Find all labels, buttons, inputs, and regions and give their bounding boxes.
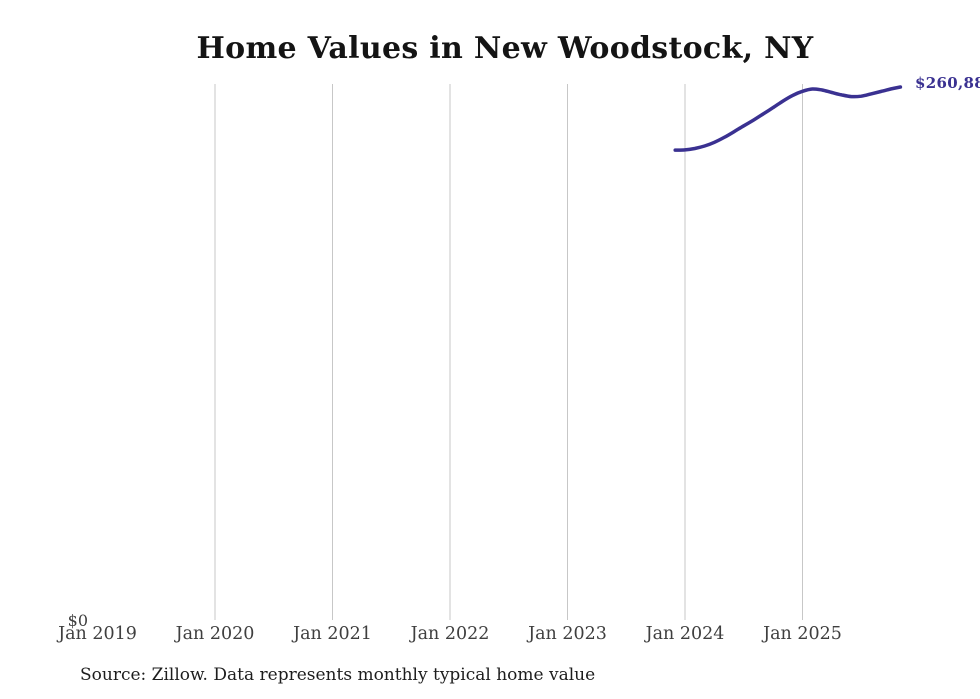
- x-axis-tick-label: Jan 2024: [645, 624, 725, 644]
- x-axis-tick-label: Jan 2021: [293, 624, 372, 644]
- x-axis-tick-label: Jan 2025: [763, 624, 842, 644]
- x-axis-tick-label: Jan 2019: [58, 624, 137, 644]
- vertical-gridlines: [214, 84, 803, 620]
- x-axis-tick-label: Jan 2022: [410, 624, 490, 644]
- x-axis-tick-label: Jan 2020: [175, 624, 255, 644]
- x-axis-tick-label: Jan 2023: [528, 624, 607, 644]
- source-note: Source: Zillow. Data represents monthly …: [80, 665, 596, 685]
- chart-title: Home Values in New Woodstock, NY: [196, 31, 814, 66]
- y-axis-zero-label: $0: [67, 611, 88, 630]
- latest-value-label: $260,888: [915, 74, 980, 92]
- home-value-series-line: [673, 85, 903, 152]
